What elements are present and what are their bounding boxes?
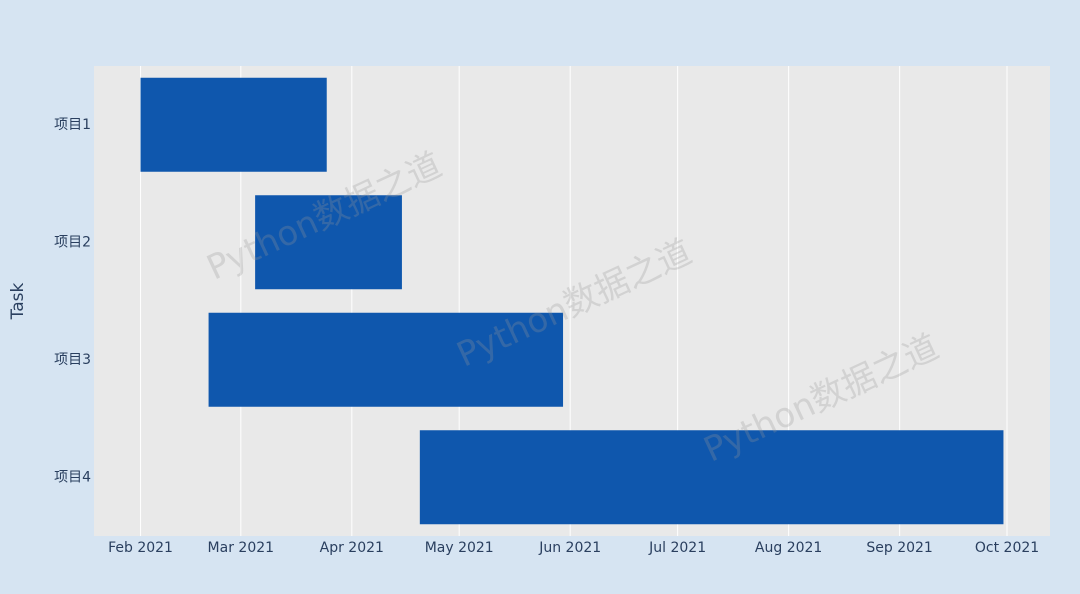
y-tick-label: 项目3 [54,352,91,368]
x-tick-label: Apr 2021 [320,540,384,556]
x-tick-label: Mar 2021 [208,540,275,556]
y-tick-label: 项目1 [54,117,91,133]
task-bar [255,195,402,290]
task-bar [419,430,1004,525]
bars [140,77,1004,525]
x-tick-label: Jun 2021 [538,540,601,556]
x-tick-label: Feb 2021 [108,540,173,556]
y-tick-label: 项目2 [54,234,91,250]
task-bar [140,77,327,172]
task-bar [208,312,564,407]
x-tick-label: Aug 2021 [755,540,822,556]
x-tick-label: Jul 2021 [648,540,706,556]
y-tick-label: 项目4 [54,469,91,485]
y-axis-label: Task [8,283,28,321]
x-tick-label: Sep 2021 [866,540,932,556]
x-tick-label: Oct 2021 [975,540,1039,556]
x-tick-label: May 2021 [425,540,494,556]
